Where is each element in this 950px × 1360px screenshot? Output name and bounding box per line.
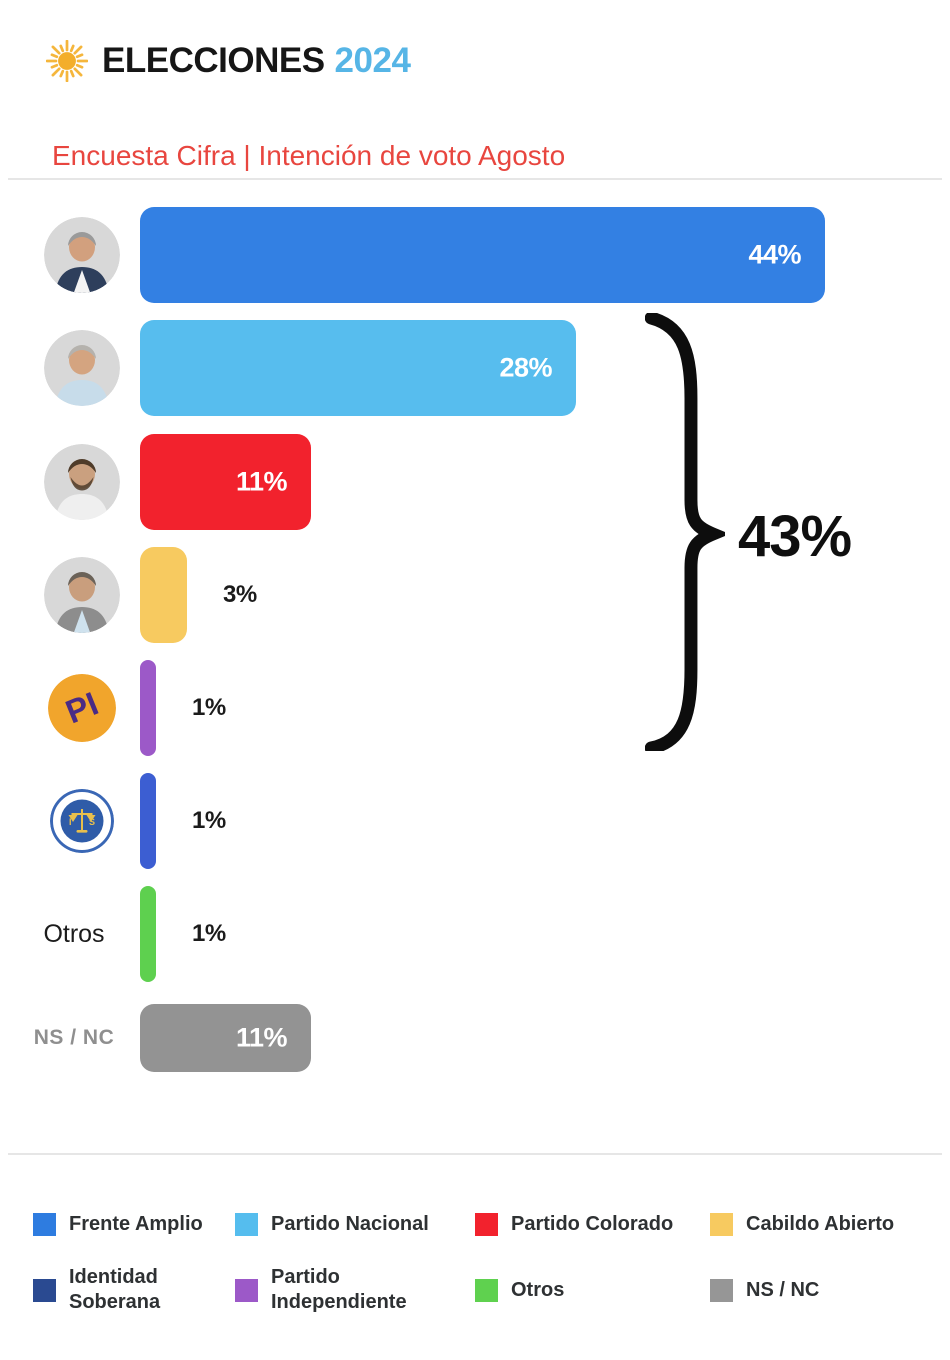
legend-label: Cabildo Abierto [746, 1212, 895, 1235]
bar-row: 28% [140, 320, 796, 416]
legend-swatch [475, 1278, 498, 1302]
legend-item: Identidad Soberana [33, 1262, 234, 1318]
legend-item: Frente Amplio [33, 1196, 203, 1252]
divider-bottom [8, 1153, 942, 1155]
bar-value-label: 1% [192, 694, 226, 721]
sun-icon [46, 40, 88, 82]
bar-row: 44% [140, 207, 950, 303]
legend-swatch [710, 1212, 733, 1236]
bar-value-label: 11% [235, 466, 288, 497]
candidate-photo-1 [44, 217, 120, 293]
bar-row: 11% [140, 434, 531, 530]
row-label: Otros [43, 919, 105, 948]
bar-segment [140, 886, 156, 982]
legend-label: Frente Amplio [69, 1212, 203, 1235]
bar-row: 1% [140, 773, 376, 869]
legend-item: Otros [475, 1262, 564, 1318]
brand-year: 2024 [334, 41, 411, 80]
grouped-total-label: 43% [738, 504, 852, 569]
legend-item: Cabildo Abierto [710, 1196, 894, 1252]
brand-word: ELECCIONES [102, 41, 325, 80]
bar-value-label: 1% [192, 920, 226, 947]
legend-swatch [33, 1278, 56, 1302]
bar-value-label: 28% [499, 352, 552, 383]
svg-text:I: I [69, 817, 72, 827]
pi-logo: PI [48, 674, 116, 742]
bar-segment [140, 773, 156, 869]
candidate-photo-4 [44, 557, 120, 633]
bar-segment: 28% [140, 320, 576, 416]
bar-segment [140, 547, 187, 643]
legend-label: Partido Colorado [511, 1212, 674, 1235]
bar-row: 1% [140, 886, 376, 982]
bar-value-label: 3% [223, 581, 257, 608]
bar-value-label: 1% [192, 807, 226, 834]
is-logo: I S [50, 789, 114, 853]
page-title: ELECCIONES 2024 [102, 41, 411, 81]
legend-label: NS / NC [746, 1278, 820, 1301]
bar-row: 3% [140, 547, 407, 643]
divider-top [8, 178, 942, 180]
legend-swatch [235, 1212, 258, 1236]
legend-swatch [33, 1212, 56, 1236]
bar-chart: 44% 28% 11% 3% PI 1% [33, 207, 950, 1072]
svg-text:S: S [89, 817, 95, 827]
bar-row: 1% [140, 660, 376, 756]
bar-value-label: 11% [235, 1022, 288, 1053]
legend-swatch [475, 1212, 498, 1236]
legend-swatch [235, 1278, 258, 1302]
curly-brace-icon [645, 313, 725, 751]
candidate-photo-3 [44, 444, 120, 520]
legend-item: Partido Nacional [235, 1196, 429, 1252]
bar-segment: 11% [140, 1004, 311, 1072]
legend-label: Identidad Soberana [69, 1266, 161, 1313]
legend-label: Partido Independiente [271, 1266, 407, 1313]
bar-row: 11% [140, 1004, 531, 1072]
candidate-photo-2 [44, 330, 120, 406]
chart-subtitle: Encuesta Cifra | Intención de voto Agost… [52, 140, 566, 171]
legend-item: Partido Independiente [235, 1262, 436, 1318]
legend-swatch [710, 1278, 733, 1302]
header: ELECCIONES 2024 [46, 40, 411, 82]
bar-segment: 11% [140, 434, 311, 530]
bar-value-label: 44% [748, 239, 801, 270]
bar-segment [140, 660, 156, 756]
legend-label: Otros [511, 1278, 565, 1301]
bar-segment: 44% [140, 207, 825, 303]
legend-item: Partido Colorado [475, 1196, 673, 1252]
row-label: NS / NC [33, 1026, 115, 1049]
legend-item: NS / NC [710, 1262, 819, 1318]
legend-label: Partido Nacional [271, 1212, 429, 1235]
